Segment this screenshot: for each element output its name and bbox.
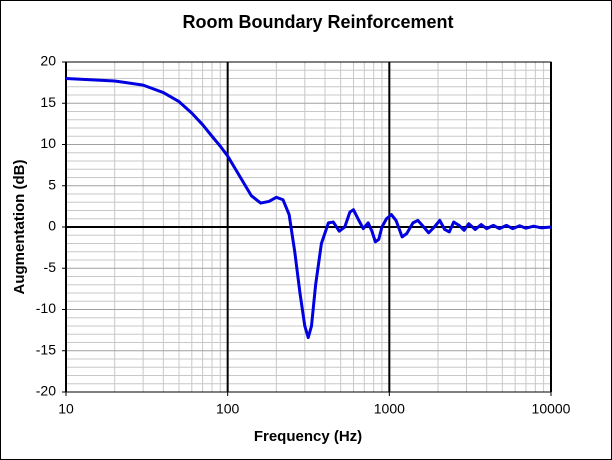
chart-title: Room Boundary Reinforcement <box>182 12 453 32</box>
y-tick-label: 20 <box>40 53 56 69</box>
x-tick-label: 10000 <box>532 401 571 417</box>
y-tick-label: -20 <box>36 383 56 399</box>
y-tick-label: 15 <box>40 94 56 110</box>
x-tick-label: 100 <box>216 401 240 417</box>
y-tick-label: -15 <box>36 341 56 357</box>
y-tick-label: -5 <box>44 259 57 275</box>
x-axis-label: Frequency (Hz) <box>254 428 362 445</box>
y-tick-label: 10 <box>40 135 56 151</box>
x-tick-label: 1000 <box>374 401 405 417</box>
x-tick-label: 10 <box>58 401 74 417</box>
y-axis-label: Augmentation (dB) <box>11 160 28 295</box>
y-tick-label: -10 <box>36 300 56 316</box>
data-line <box>65 77 552 340</box>
y-tick-label: 5 <box>48 176 56 192</box>
y-tick-label: 0 <box>48 218 56 234</box>
